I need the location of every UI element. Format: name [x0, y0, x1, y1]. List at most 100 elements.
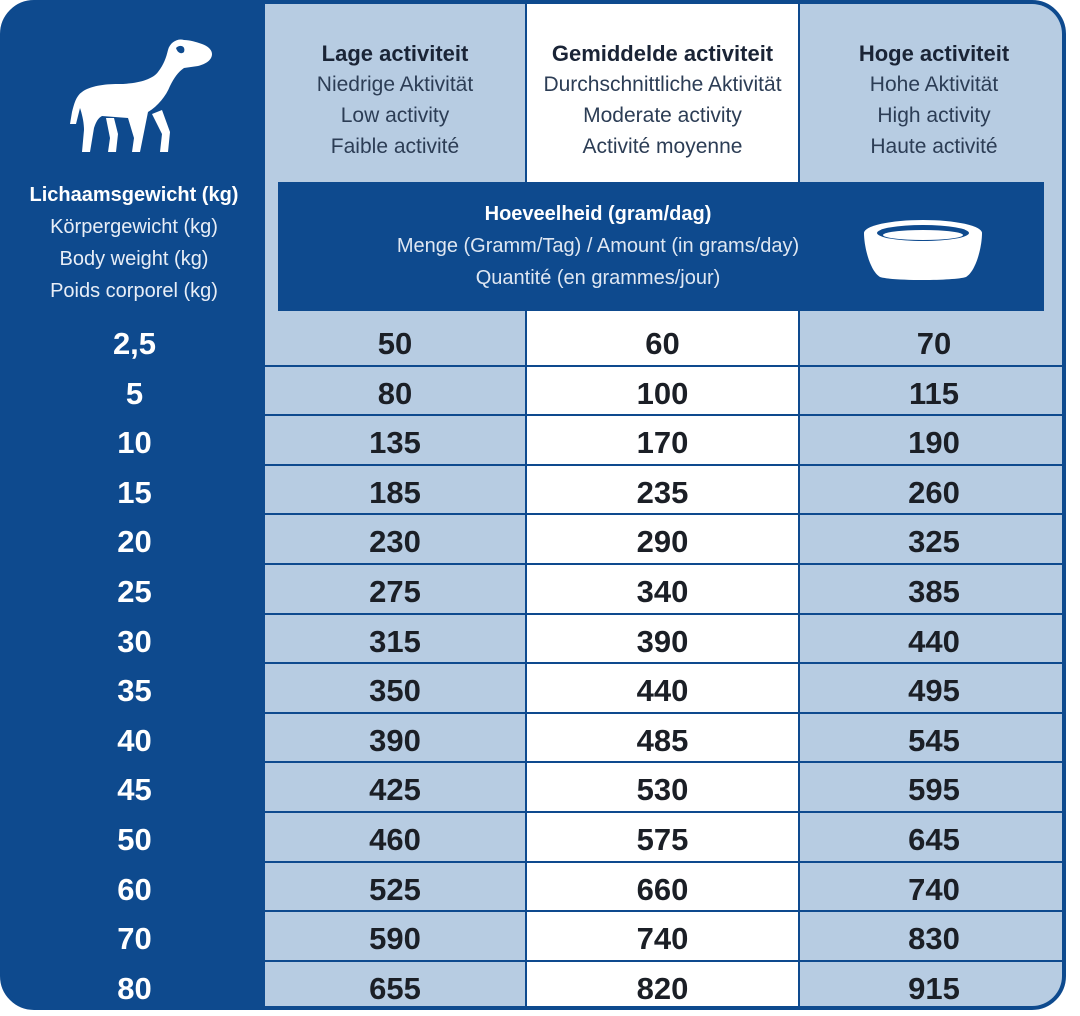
weight-cell: 15	[117, 474, 152, 510]
moderate-activity-cell: 575	[636, 821, 689, 857]
high-activity-cell: 115	[908, 375, 959, 411]
weight-header: Lichaamsgewicht (kg) Körpergewicht (kg) …	[14, 179, 254, 307]
moderate-activity-cell: 530	[636, 772, 689, 808]
high-activity-cell: 495	[908, 673, 960, 709]
table-row: 70 590 740 830	[4, 912, 1062, 962]
moderate-activity-cell: 290	[636, 524, 689, 560]
column-moderate-activity: Gemiddelde activiteit Durchschnittliche …	[527, 4, 798, 1006]
table-row: 30 315 390 440	[4, 615, 1062, 665]
table-row: 40 390 485 545	[4, 714, 1062, 764]
moderate-activity-cell: 170	[636, 425, 689, 461]
header-high-de: Hohe Aktivität	[869, 73, 999, 96]
amount-header-fr: Quantité (en grammes/jour)	[475, 267, 721, 289]
low-activity-cell: 460	[369, 821, 421, 857]
table-body: 2,5 50 60 70 5 80 100 115 10 135 170 190 15 185 235 260…	[4, 317, 1062, 1006]
table-row: 20 230 290 325	[4, 515, 1062, 565]
weight-cell: 35	[117, 673, 152, 709]
moderate-activity-cell: 820	[636, 970, 689, 1006]
low-activity-cell: 425	[369, 772, 421, 808]
low-activity-cell: 185	[369, 474, 421, 510]
header-moderate-title: Gemiddelde activiteit	[551, 41, 774, 66]
low-activity-cell: 655	[369, 970, 421, 1006]
table-row: 50 460 575 645	[4, 813, 1062, 863]
header-low-en: Low activity	[340, 104, 450, 127]
weight-cell: 60	[117, 871, 152, 907]
weight-cell: 80	[117, 970, 152, 1006]
high-activity-cell: 915	[908, 970, 960, 1006]
amount-header-nl: Hoeveelheid (gram/dag)	[484, 203, 712, 225]
weight-header-fr: Poids corporel (kg)	[50, 280, 218, 302]
low-activity-cell: 275	[369, 573, 421, 609]
weight-cell: 50	[117, 821, 152, 857]
weight-cell: 45	[117, 772, 152, 808]
header-moderate-activity: Gemiddelde activiteit Durchschnittliche …	[527, 38, 798, 162]
high-activity-cell: 440	[908, 623, 960, 659]
moderate-activity-cell: 100	[636, 375, 689, 411]
high-activity-cell: 545	[908, 722, 960, 758]
column-low-activity: Lage activiteit Niedrige Aktivität Low a…	[265, 4, 525, 1006]
weight-cell: 20	[117, 524, 152, 560]
table-row: 60 525 660 740	[4, 863, 1062, 913]
weight-cell: 10	[117, 425, 152, 461]
table-row: 25 275 340 385	[4, 565, 1062, 615]
table-row: 10 135 170 190	[4, 416, 1062, 466]
table-row: 2,5 50 60 70	[4, 317, 1062, 367]
moderate-activity-cell: 740	[636, 921, 689, 957]
moderate-activity-cell: 235	[636, 474, 689, 510]
weight-header-nl: Lichaamsgewicht (kg)	[29, 184, 239, 206]
table-row: 15 185 235 260	[4, 466, 1062, 516]
moderate-activity-cell: 390	[636, 623, 689, 659]
header-low-fr: Faible activité	[330, 135, 460, 158]
low-activity-cell: 350	[369, 673, 421, 709]
header-low-de: Niedrige Aktivität	[316, 73, 474, 96]
high-activity-cell: 325	[908, 524, 960, 560]
table-row: 35 350 440 495	[4, 664, 1062, 714]
high-activity-cell: 830	[908, 921, 960, 957]
moderate-activity-cell: 60	[645, 326, 680, 361]
header-moderate-en: Moderate activity	[583, 104, 742, 127]
high-activity-cell: 645	[908, 821, 960, 857]
low-activity-cell: 50	[377, 326, 413, 361]
low-activity-cell: 525	[369, 871, 421, 907]
header-low-activity: Lage activiteit Niedrige Aktivität Low a…	[265, 38, 525, 162]
dog-icon	[70, 39, 212, 152]
high-activity-cell: 740	[908, 871, 960, 907]
low-activity-cell: 230	[369, 524, 421, 560]
header-moderate-fr: Activité moyenne	[582, 135, 743, 158]
moderate-activity-cell: 660	[636, 871, 689, 907]
header-high-activity: Hoge activiteit Hohe Aktivität High acti…	[800, 38, 1062, 162]
moderate-activity-cell: 340	[636, 573, 689, 609]
amount-header-de-en: Menge (Gramm/Tag) / Amount (in grams/day…	[396, 235, 800, 257]
weight-header-de: Körpergewicht (kg)	[50, 216, 218, 238]
header-low-title: Lage activiteit	[321, 41, 469, 66]
weight-cell: 70	[117, 921, 152, 957]
table-row: 45 425 530 595	[4, 763, 1062, 813]
header-high-title: Hoge activiteit	[858, 41, 1010, 66]
amount-header: Hoeveelheid (gram/dag) Menge (Gramm/Tag)…	[278, 198, 918, 294]
header-high-fr: Haute activité	[870, 135, 998, 158]
high-activity-cell: 385	[908, 573, 960, 609]
food-bowl-icon	[864, 220, 982, 280]
weight-header-en: Body weight (kg)	[59, 248, 209, 270]
low-activity-cell: 590	[369, 921, 421, 957]
low-activity-cell: 135	[369, 425, 421, 461]
moderate-activity-cell: 440	[636, 673, 689, 709]
weight-cell: 40	[117, 722, 152, 758]
high-activity-cell: 190	[908, 425, 960, 461]
high-activity-cell: 70	[916, 326, 952, 361]
table-row: 5 80 100 115	[4, 367, 1062, 417]
weight-cell: 5	[125, 375, 144, 411]
high-activity-cell: 595	[908, 772, 960, 808]
table-row: 80 655 820 915	[4, 962, 1062, 1006]
high-activity-cell: 260	[908, 474, 960, 510]
weight-cell: 30	[117, 623, 152, 659]
weight-cell: 25	[117, 573, 152, 609]
header-moderate-de: Durchschnittliche Aktivität	[543, 73, 782, 96]
low-activity-cell: 315	[369, 623, 421, 659]
header-high-en: High activity	[877, 104, 991, 127]
low-activity-cell: 390	[369, 722, 421, 758]
moderate-activity-cell: 485	[636, 722, 689, 758]
low-activity-cell: 80	[377, 375, 413, 411]
weight-cell: 2,5	[112, 326, 157, 361]
